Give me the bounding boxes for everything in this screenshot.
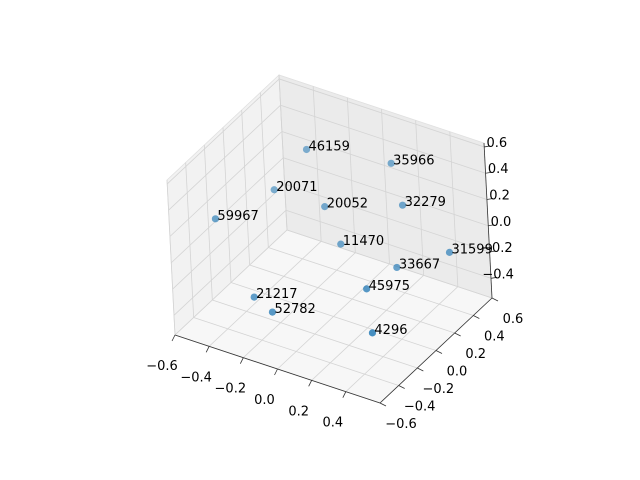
grid-line [170, 157, 284, 264]
grid-line [283, 157, 489, 227]
z-tick-label: −0.2 [481, 241, 513, 256]
grid-line [249, 264, 455, 334]
grid-line [284, 183, 490, 253]
point [337, 240, 345, 248]
point-label: 20071 [276, 180, 317, 195]
grid-line [203, 144, 213, 301]
grid-line [166, 179, 176, 336]
grid-line [259, 92, 269, 248]
y-tick-label: 0.2 [465, 347, 486, 362]
point-label: 11470 [343, 234, 384, 249]
grid-line [222, 127, 232, 283]
z-tick-label: 0.2 [489, 188, 510, 203]
point [270, 186, 278, 194]
grid-line [280, 104, 486, 174]
point [368, 329, 377, 337]
y-tick [473, 315, 480, 319]
point [211, 215, 220, 223]
grid-line [193, 317, 399, 386]
grid-line [346, 97, 356, 253]
grid-line [173, 210, 287, 316]
point-label: 46159 [309, 139, 350, 154]
x-tick [239, 357, 244, 364]
x-tick [308, 380, 313, 387]
point [387, 159, 395, 167]
z-tick-label: 0.4 [488, 162, 509, 177]
grid-line [286, 229, 493, 299]
z-tick-label: 0.0 [491, 215, 512, 230]
axis-line [483, 142, 493, 299]
point-label: 33667 [399, 257, 440, 272]
y-tick [454, 332, 461, 337]
y-tick [491, 297, 499, 302]
x-tick-label: 0.0 [254, 393, 275, 408]
grid-line [168, 104, 281, 211]
point-label: 4296 [374, 323, 407, 338]
grid-line [268, 247, 474, 316]
y-tick-label: 0.4 [484, 330, 505, 345]
y-tick-label: −0.6 [385, 417, 417, 432]
x-tick-label: −0.4 [180, 370, 212, 385]
grid-line [212, 299, 418, 369]
point [321, 203, 329, 211]
z-tick [490, 276, 498, 279]
point-label: 20052 [327, 197, 368, 212]
z-tick [486, 198, 493, 200]
x-tick-label: 0.2 [288, 404, 309, 419]
x-tick [342, 391, 347, 398]
z-tick [489, 250, 496, 253]
point-label: 52782 [274, 302, 315, 317]
x-tick [274, 368, 278, 376]
grid-line [449, 131, 459, 287]
point-label: 21217 [256, 287, 297, 302]
grid-line [166, 78, 280, 185]
point [445, 248, 454, 256]
grid-line [285, 209, 492, 279]
x-tick-label: −0.2 [215, 382, 247, 397]
y-tick-label: 0.6 [503, 312, 524, 327]
grid-line [172, 183, 285, 290]
y-tick-label: −0.2 [423, 382, 455, 397]
grid-line [185, 162, 195, 318]
y-tick [435, 350, 443, 354]
z-tick [484, 145, 491, 148]
grid-line [281, 131, 488, 200]
x-tick-label: 0.4 [322, 416, 343, 431]
z-tick [485, 171, 492, 174]
grid-line [312, 86, 322, 242]
point [250, 293, 258, 301]
x-tick-label: −0.6 [146, 359, 178, 374]
point-label: 32279 [405, 195, 446, 210]
y-tick [379, 402, 387, 407]
grid-line [230, 282, 437, 351]
y-tick-label: −0.4 [404, 400, 436, 415]
grid-line [415, 120, 425, 276]
z-tick-label: −0.4 [482, 267, 514, 282]
point [393, 263, 401, 272]
grid-line [241, 109, 251, 266]
point-label: 45975 [369, 279, 410, 294]
y-tick [398, 385, 405, 389]
point [302, 145, 311, 154]
point-label: 35966 [393, 153, 434, 168]
grid-line [278, 74, 288, 231]
point [363, 285, 371, 293]
grid-line [169, 131, 283, 237]
y-tick-label: 0.0 [447, 365, 468, 380]
point-label: 31599 [451, 242, 492, 257]
grid-line [381, 108, 390, 265]
grid-line [279, 78, 485, 148]
z-tick-label: 0.6 [487, 136, 508, 151]
z-tick [488, 224, 495, 227]
x-tick [171, 334, 176, 342]
x-tick [205, 346, 210, 353]
y-tick [417, 367, 424, 372]
point-label: 59967 [217, 209, 258, 224]
point [398, 201, 407, 209]
point [268, 308, 277, 316]
